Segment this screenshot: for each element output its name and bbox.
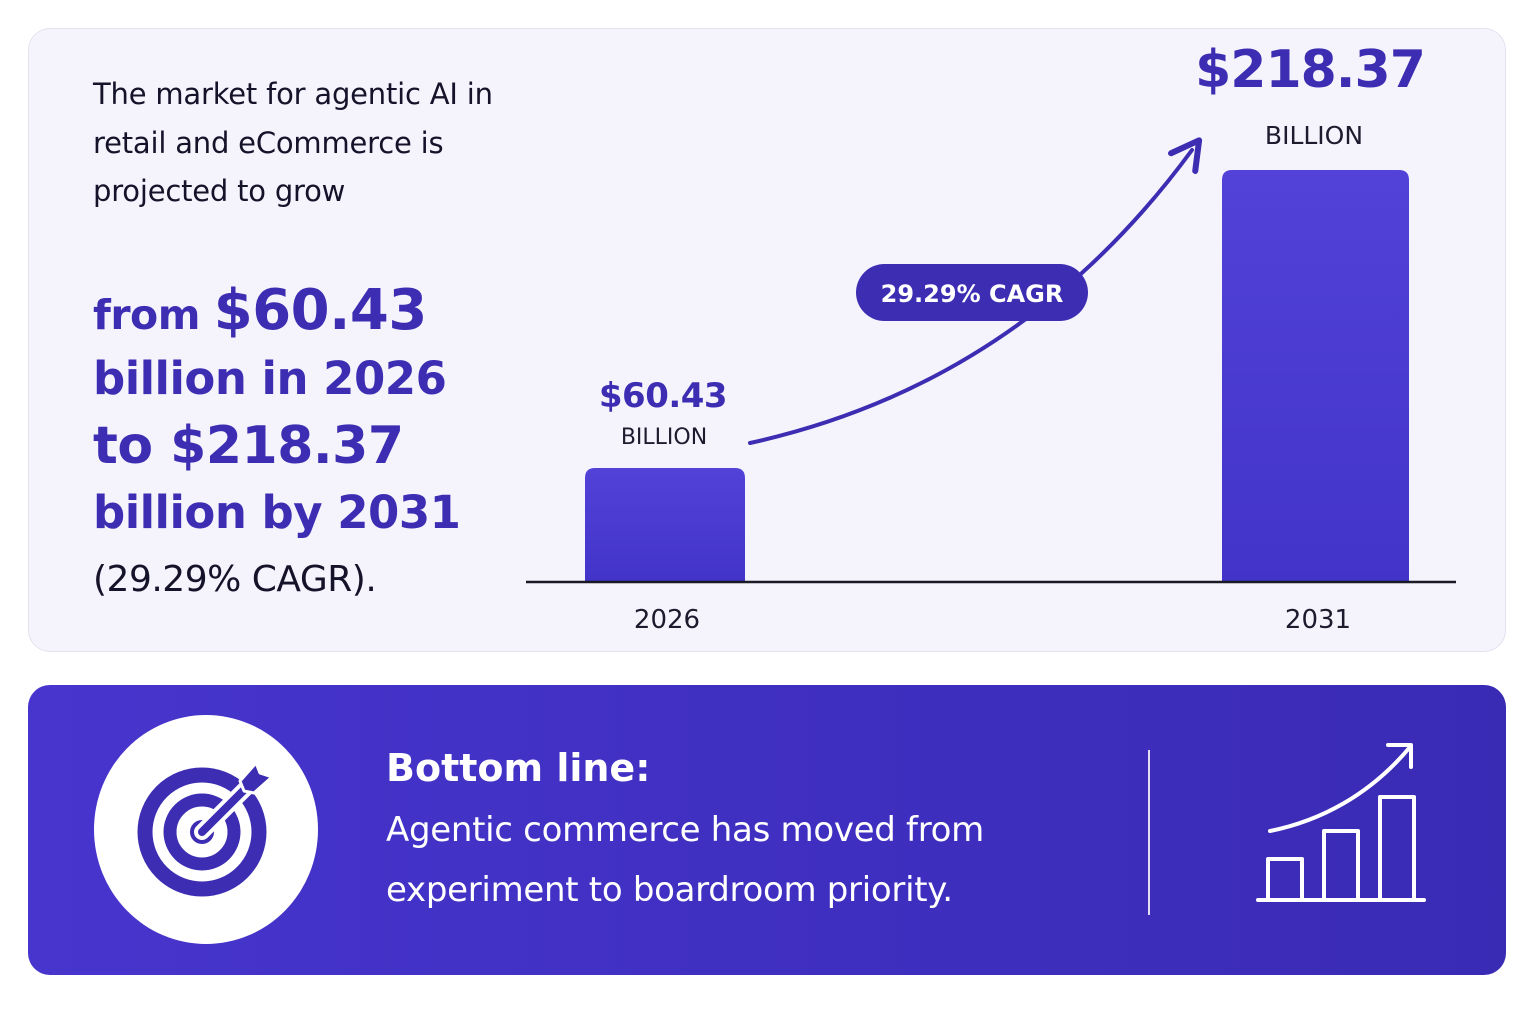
x-tick-2026: 2026 bbox=[634, 605, 700, 635]
bar-chart: $60.43 BILLION 2026 $218.37 BILLION 2031 29.29… bbox=[526, 40, 1456, 635]
headline-from: from bbox=[93, 291, 200, 339]
headline-line-2: billion in 2026 bbox=[93, 352, 447, 405]
unit-label-2026: BILLION bbox=[621, 425, 707, 450]
bottom-line-text: Agentic commerce has moved from experime… bbox=[386, 810, 984, 910]
headline-line-4: billion by 2031 bbox=[93, 486, 461, 539]
bar-2026 bbox=[585, 467, 745, 582]
bar-2031 bbox=[1222, 170, 1409, 582]
bottom-line-title: Bottom line: bbox=[386, 746, 651, 790]
x-tick-2031: 2031 bbox=[1285, 605, 1351, 635]
cagr-label: 29.29% CAGR bbox=[881, 280, 1064, 308]
target-badge bbox=[94, 715, 318, 944]
unit-label-2031: BILLION bbox=[1265, 121, 1363, 150]
headline-line-1: from $60.43 bbox=[93, 276, 533, 346]
headline: from $60.43 billion in 2026 to $218.37 b… bbox=[93, 276, 533, 546]
growth-chart-icon bbox=[1256, 743, 1426, 902]
banner-divider bbox=[1148, 750, 1150, 915]
headline-cagr: (29.29% CAGR). bbox=[93, 559, 377, 600]
growth-arrow bbox=[748, 137, 1203, 445]
target-icon bbox=[137, 761, 274, 897]
value-label-2026: $60.43 bbox=[599, 376, 727, 416]
headline-from-value: $60.43 bbox=[213, 278, 428, 343]
value-label-2031: $218.37 bbox=[1195, 40, 1425, 100]
headline-line-3: to $218.37 bbox=[93, 416, 404, 476]
intro-text: The market for agentic AI in retail and … bbox=[93, 77, 493, 208]
cagr-pill bbox=[856, 264, 1088, 321]
